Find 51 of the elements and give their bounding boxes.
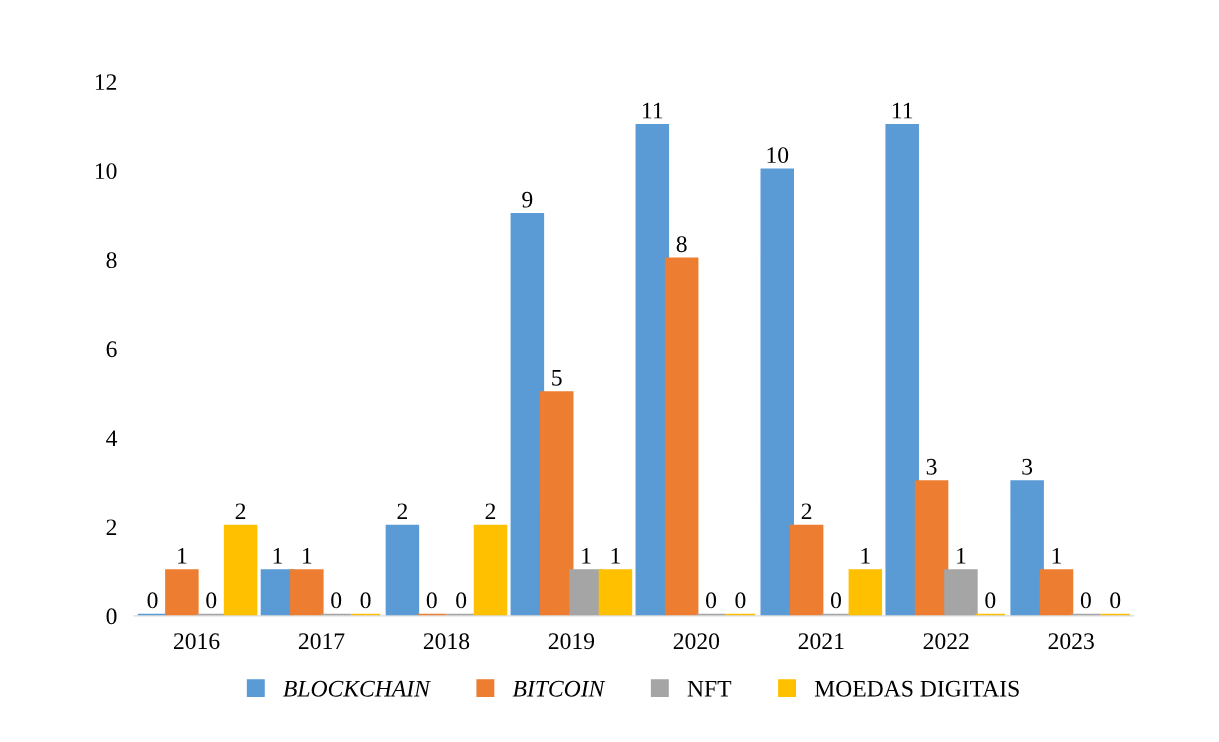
x-tick-label: 2019 [548, 633, 595, 650]
data-label: 1 [178, 547, 187, 564]
data-label: 1 [582, 547, 591, 564]
legend-label: NFT [687, 680, 732, 697]
legend-label: BLOCKCHAIN [283, 680, 431, 697]
data-label: 2 [397, 503, 408, 520]
data-label: 0 [735, 592, 746, 609]
data-label: 0 [985, 592, 996, 609]
data-label: 0 [147, 592, 158, 609]
data-label: 2 [235, 503, 246, 520]
data-label: 1 [957, 547, 966, 564]
data-label: 0 [360, 592, 371, 609]
data-label: 11 [643, 102, 663, 119]
y-tick-label: 12 [95, 74, 117, 90]
y-tick-label: 10 [95, 163, 117, 180]
data-label: 0 [206, 592, 217, 609]
data-label: 8 [676, 236, 687, 253]
data-label: 1 [611, 547, 620, 564]
data-label: 0 [1080, 592, 1091, 609]
data-label: 5 [552, 369, 562, 386]
data-label: 1 [273, 547, 282, 564]
data-label: 11 [892, 102, 913, 119]
data-label: 0 [456, 592, 467, 609]
data-label: 0 [331, 592, 342, 609]
x-tick-label: 2021 [798, 633, 844, 650]
data-label: 0 [426, 592, 437, 609]
x-tick-label: 2020 [673, 633, 720, 650]
y-tick-label: 2 [106, 519, 117, 536]
x-tick-label: 2023 [1048, 633, 1094, 650]
y-tick-label: 6 [106, 341, 117, 358]
legend-label: MOEDAS DIGITAIS [814, 680, 1019, 697]
legend-label: BITCOIN [512, 680, 606, 697]
data-label: 2 [485, 503, 496, 520]
data-label: 2 [801, 503, 812, 520]
data-label: 1 [861, 547, 870, 564]
data-label: 1 [1052, 547, 1061, 564]
data-label: 0 [1110, 592, 1121, 609]
data-label: 10 [767, 147, 789, 164]
data-label: 9 [522, 191, 533, 208]
data-label: 0 [830, 592, 841, 609]
x-tick-label: 2022 [923, 633, 969, 650]
y-tick-label: 4 [106, 430, 118, 446]
data-label: 3 [926, 458, 937, 475]
data-label: 3 [1022, 458, 1033, 475]
x-tick-label: 2018 [423, 633, 470, 650]
data-label: 1 [303, 547, 312, 564]
y-tick-label: 0 [106, 608, 117, 625]
x-tick-label: 2017 [298, 633, 345, 650]
data-label: 0 [706, 592, 717, 609]
y-tick-label: 8 [106, 252, 117, 269]
x-tick-label: 2016 [173, 633, 220, 650]
